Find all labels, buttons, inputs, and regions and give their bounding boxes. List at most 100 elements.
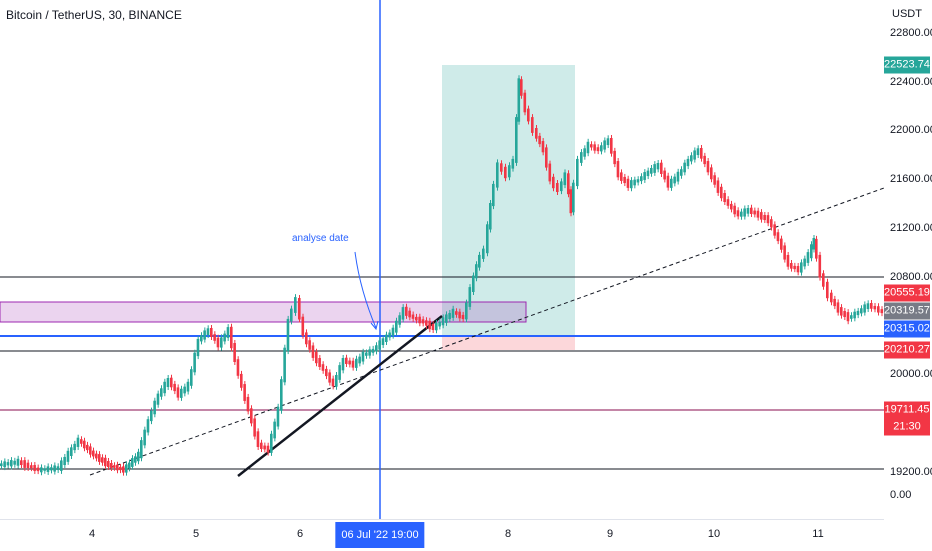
candle-body	[398, 315, 401, 325]
candle-body	[676, 171, 680, 182]
candle-body	[193, 352, 196, 373]
price-tag-stop[interactable]: 20210.27	[884, 341, 930, 359]
candle-body	[877, 306, 880, 313]
candle-body	[815, 238, 818, 259]
currency-label: USDT	[892, 8, 922, 20]
price-tick: 20000.00	[890, 368, 932, 380]
candle-body	[160, 388, 163, 397]
candle-body	[375, 345, 378, 352]
candle-body	[486, 224, 489, 254]
price-tag-rect[interactable]: 20319.57	[884, 302, 930, 320]
candle-body	[325, 368, 328, 377]
candle-body	[445, 314, 448, 323]
symbol-title[interactable]: Bitcoin / TetherUS, 30, BINANCE	[6, 8, 182, 22]
candle-body	[431, 324, 435, 330]
candle-body	[20, 460, 23, 466]
price-tick: 22800.00	[890, 27, 932, 39]
candle-body	[560, 181, 563, 192]
chart-plot-area[interactable]: Bitcoin / TetherUS, 30, BINANCE analyse …	[0, 0, 884, 519]
candle-body	[836, 302, 840, 313]
price-tick: 22400.00	[890, 76, 932, 88]
candle-body	[137, 451, 140, 462]
candle-body	[833, 298, 836, 307]
candle-body	[716, 180, 720, 193]
price-tag-target[interactable]: 22523.74	[884, 56, 930, 74]
candle-body	[455, 311, 458, 315]
candle-body	[56, 466, 60, 471]
candle-body	[92, 450, 95, 457]
candle-body	[388, 332, 391, 338]
candle-body	[33, 465, 36, 471]
candle-body	[576, 158, 579, 187]
candle-body	[233, 343, 236, 362]
candle-body	[492, 183, 495, 207]
candle-body	[401, 307, 405, 320]
dashed-trend-line	[89, 187, 884, 476]
candle-body	[276, 406, 280, 427]
candle-body	[3, 461, 6, 468]
candle-body	[101, 457, 104, 463]
candle-body	[266, 445, 270, 453]
price-tag-last[interactable]: 20555.19	[884, 284, 930, 302]
candle-body	[308, 340, 311, 350]
candle-body	[461, 314, 465, 320]
candle-body	[856, 310, 860, 316]
candle-body	[113, 465, 116, 468]
candle-body	[783, 245, 786, 260]
candle-body	[156, 393, 160, 405]
candle-body	[538, 135, 541, 145]
candle-body	[790, 263, 793, 269]
candle-body	[428, 320, 431, 330]
candle-body	[60, 460, 63, 471]
analyse-date-label[interactable]: analyse date	[292, 233, 349, 244]
candle-body	[475, 264, 478, 279]
price-tag-crosshair[interactable]: 20315.02	[884, 320, 930, 338]
candle-body	[800, 262, 803, 273]
candle-body	[371, 348, 375, 353]
candle-body	[750, 207, 753, 214]
candle-body	[552, 176, 555, 189]
candle-body	[119, 466, 122, 471]
candle-body	[650, 167, 653, 174]
candle-body	[368, 349, 371, 356]
candle-body	[569, 189, 573, 214]
candle-body	[298, 298, 301, 320]
candle-body	[572, 182, 575, 213]
countdown-tag: 21:30	[884, 418, 930, 436]
candle-body	[733, 205, 736, 215]
candle-body	[40, 467, 43, 473]
candle-body	[348, 360, 351, 365]
time-axis[interactable]: 4 5 6 8 9 10 11 06 Jul '22 19:00	[0, 519, 884, 551]
candle-body	[753, 210, 756, 215]
candle-body	[230, 326, 233, 349]
candle-body	[358, 356, 361, 364]
price-axis[interactable]: USDT 22800.00 22400.00 22000.00 21600.00…	[884, 0, 932, 550]
candle-body	[263, 445, 266, 450]
price-tag-line[interactable]: 19711.45	[884, 401, 930, 419]
candle-body	[110, 463, 113, 468]
candle-body	[656, 163, 660, 170]
candle-body	[646, 170, 650, 177]
candle-body	[515, 117, 518, 163]
candle-body	[345, 357, 348, 364]
candle-body	[793, 265, 796, 270]
candle-body	[504, 166, 507, 179]
candle-body	[318, 358, 321, 367]
candle-body	[843, 310, 846, 318]
candle-body	[723, 193, 726, 202]
candle-body	[411, 314, 415, 319]
candle-body	[294, 297, 297, 313]
candle-body	[95, 453, 98, 459]
candle-body	[153, 400, 156, 415]
candle-body	[563, 172, 567, 186]
candle-body	[472, 275, 475, 292]
candle-body	[660, 162, 663, 174]
candle-body	[531, 117, 534, 133]
candle-body	[583, 148, 586, 157]
candle-body	[482, 248, 485, 259]
candle-body	[586, 141, 590, 154]
candle-body	[76, 437, 80, 447]
chart-canvas[interactable]	[0, 0, 884, 519]
candle-body	[670, 178, 673, 188]
candle-body	[43, 468, 46, 471]
